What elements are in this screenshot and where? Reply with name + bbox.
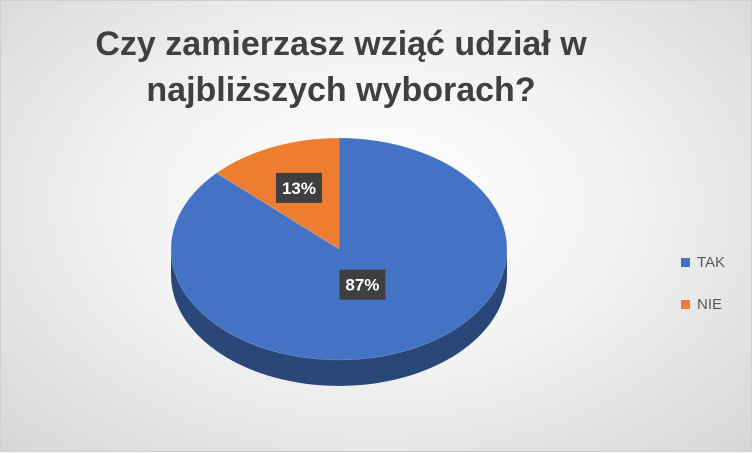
data-label-text-nie: 13% <box>282 179 316 198</box>
legend-item-tak: TAK <box>681 251 751 273</box>
chart-title-line-2: najbliższych wyborach? <box>146 71 536 109</box>
data-label-tak: 87% <box>339 269 386 300</box>
legend-label-tak: TAK <box>697 253 726 271</box>
data-label-text-tak: 87% <box>345 276 379 295</box>
legend-item-nie: NIE <box>681 293 751 315</box>
chart-title-line-1: Czy zamierzasz wziąć udział w <box>95 25 587 63</box>
pie-side-tak <box>171 249 507 386</box>
chart-title: Czy zamierzasz wziąć udział w najbliższy… <box>61 21 621 113</box>
legend: TAK NIE <box>681 251 751 335</box>
legend-label-nie: NIE <box>697 295 723 313</box>
legend-swatch-nie <box>681 299 690 309</box>
data-label-box-tak <box>339 269 386 300</box>
data-label-box-nie <box>275 172 322 203</box>
legend-swatch-tak <box>681 257 690 267</box>
pie-slice-tak <box>170 137 508 361</box>
data-label-nie: 13% <box>275 172 322 203</box>
pie-side-walls <box>171 249 507 386</box>
